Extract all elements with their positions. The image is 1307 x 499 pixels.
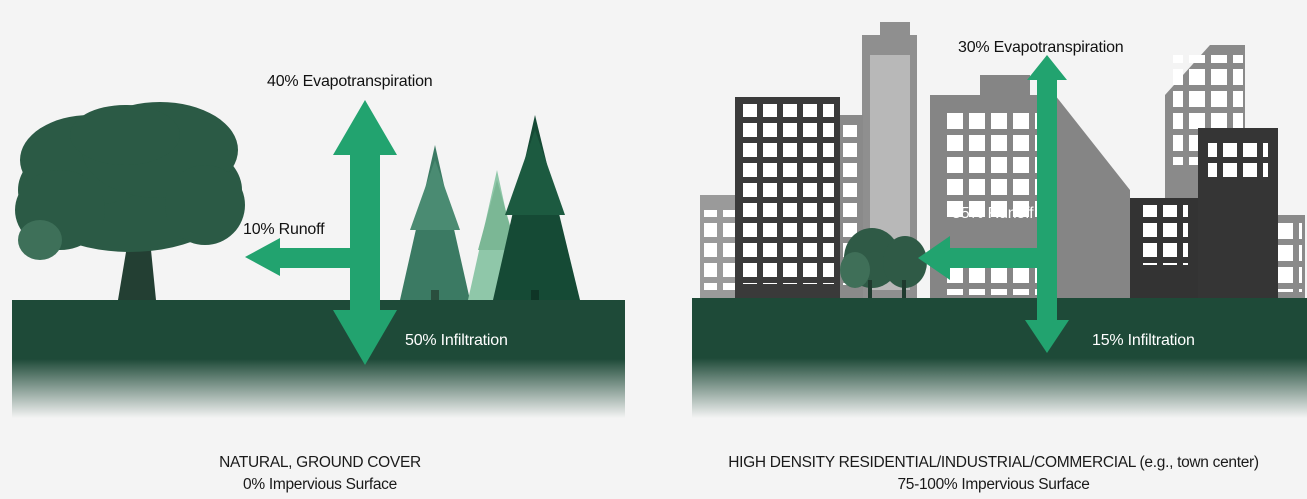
caption-subtitle: 75-100% Impervious Surface bbox=[897, 476, 1090, 493]
urban-panel: 30% Evapotranspiration 55% Runoff 15% In… bbox=[680, 0, 1307, 499]
caption: NATURAL, GROUND COVER 0% Impervious Surf… bbox=[0, 452, 640, 496]
grey-building-icon bbox=[1275, 215, 1305, 300]
caption-title: HIGH DENSITY RESIDENTIAL/INDUSTRIAL/COMM… bbox=[728, 454, 1259, 471]
tree-icon bbox=[840, 228, 927, 300]
pine-tree-icon bbox=[493, 115, 580, 300]
runoff-arrow bbox=[245, 238, 352, 276]
dark-building-icon bbox=[1198, 128, 1278, 300]
infiltration-arrow bbox=[333, 228, 397, 365]
infiltration-label: 50% Infiltration bbox=[405, 332, 508, 349]
grey-building-icon bbox=[700, 195, 740, 300]
pine-tree-icon bbox=[400, 145, 470, 300]
infiltration-arrow bbox=[1025, 248, 1069, 353]
caption: HIGH DENSITY RESIDENTIAL/INDUSTRIAL/COMM… bbox=[680, 452, 1307, 496]
runoff-label: 10% Runoff bbox=[243, 221, 325, 238]
natural-panel: 40% Evapotranspiration 10% Runoff 50% In… bbox=[0, 0, 640, 499]
caption-subtitle: 0% Impervious Surface bbox=[243, 476, 397, 493]
dark-building-icon bbox=[1130, 198, 1200, 300]
evapotranspiration-label: 30% Evapotranspiration bbox=[958, 39, 1124, 56]
urban-illustration bbox=[692, 22, 1307, 418]
runoff-label: 55% Runoff bbox=[952, 205, 1034, 222]
oak-tree-icon bbox=[15, 102, 245, 300]
evapotranspiration-arrow bbox=[1027, 55, 1067, 250]
infiltration-label: 15% Infiltration bbox=[1092, 332, 1195, 349]
caption-title: NATURAL, GROUND COVER bbox=[219, 454, 421, 471]
evapotranspiration-arrow bbox=[333, 100, 397, 230]
ground bbox=[12, 300, 625, 418]
evapotranspiration-label: 40% Evapotranspiration bbox=[267, 73, 433, 90]
natural-illustration bbox=[12, 100, 625, 418]
dark-building-icon bbox=[735, 97, 840, 300]
ground bbox=[692, 298, 1307, 418]
runoff-arrow bbox=[918, 236, 1057, 280]
